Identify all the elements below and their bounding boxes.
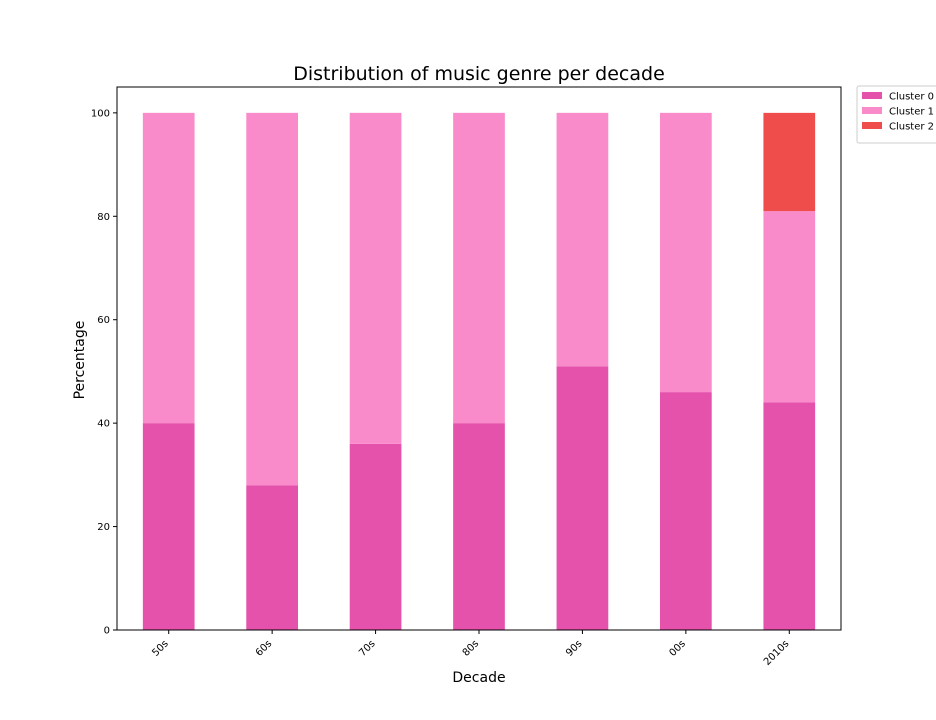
bar-00s-series-0 xyxy=(660,392,712,630)
bar-50s-series-1 xyxy=(142,112,195,424)
x-tick-label: 90s xyxy=(564,638,584,658)
bar-2010s-series-0 xyxy=(763,402,816,630)
bar-90s-series-1 xyxy=(556,112,609,367)
y-axis: 0 20 40 60 80 100 xyxy=(91,108,117,637)
bars-group xyxy=(142,112,816,630)
bar-70s-series-0 xyxy=(349,443,402,630)
x-tick-label: 2010s xyxy=(762,638,791,667)
bar-00s-series-1 xyxy=(660,112,712,393)
x-tick-label: 00s xyxy=(668,638,688,658)
legend-swatch xyxy=(862,107,882,114)
y-tick-label: 20 xyxy=(97,522,110,533)
y-tick-label: 60 xyxy=(97,315,110,326)
legend-swatch xyxy=(862,122,882,129)
y-axis-label: Percentage xyxy=(72,321,88,400)
legend-label: Cluster 0 xyxy=(889,92,934,103)
bar-80s-series-0 xyxy=(453,423,505,630)
x-axis: 50s 60s 70s 80s 90s 00s 2010s xyxy=(150,630,791,668)
legend: Cluster 0 Cluster 1 Cluster 2 xyxy=(856,85,936,144)
bar-50s-series-0 xyxy=(142,423,195,630)
bar-70s-series-1 xyxy=(349,112,402,444)
x-axis-label: Decade xyxy=(452,670,505,686)
chart-title: Distribution of music genre per decade xyxy=(293,63,665,85)
legend-label: Cluster 2 xyxy=(889,122,934,133)
bar-2010s-series-1 xyxy=(763,211,816,403)
x-tick-label: 80s xyxy=(461,638,481,658)
y-tick-label: 80 xyxy=(97,212,110,223)
x-tick-label: 70s xyxy=(357,638,377,658)
y-tick-label: 0 xyxy=(104,626,110,637)
bar-60s-series-0 xyxy=(246,485,298,630)
bar-90s-series-0 xyxy=(556,366,609,630)
legend-label: Cluster 1 xyxy=(889,107,934,118)
x-tick-label: 60s xyxy=(254,638,274,658)
bar-80s-series-1 xyxy=(453,112,505,424)
bar-60s-series-1 xyxy=(246,112,298,486)
bar-2010s-series-2 xyxy=(763,112,816,212)
x-tick-label: 50s xyxy=(150,638,170,658)
legend-swatch xyxy=(862,92,882,99)
y-tick-label: 40 xyxy=(97,419,110,430)
y-tick-label: 100 xyxy=(91,108,110,119)
